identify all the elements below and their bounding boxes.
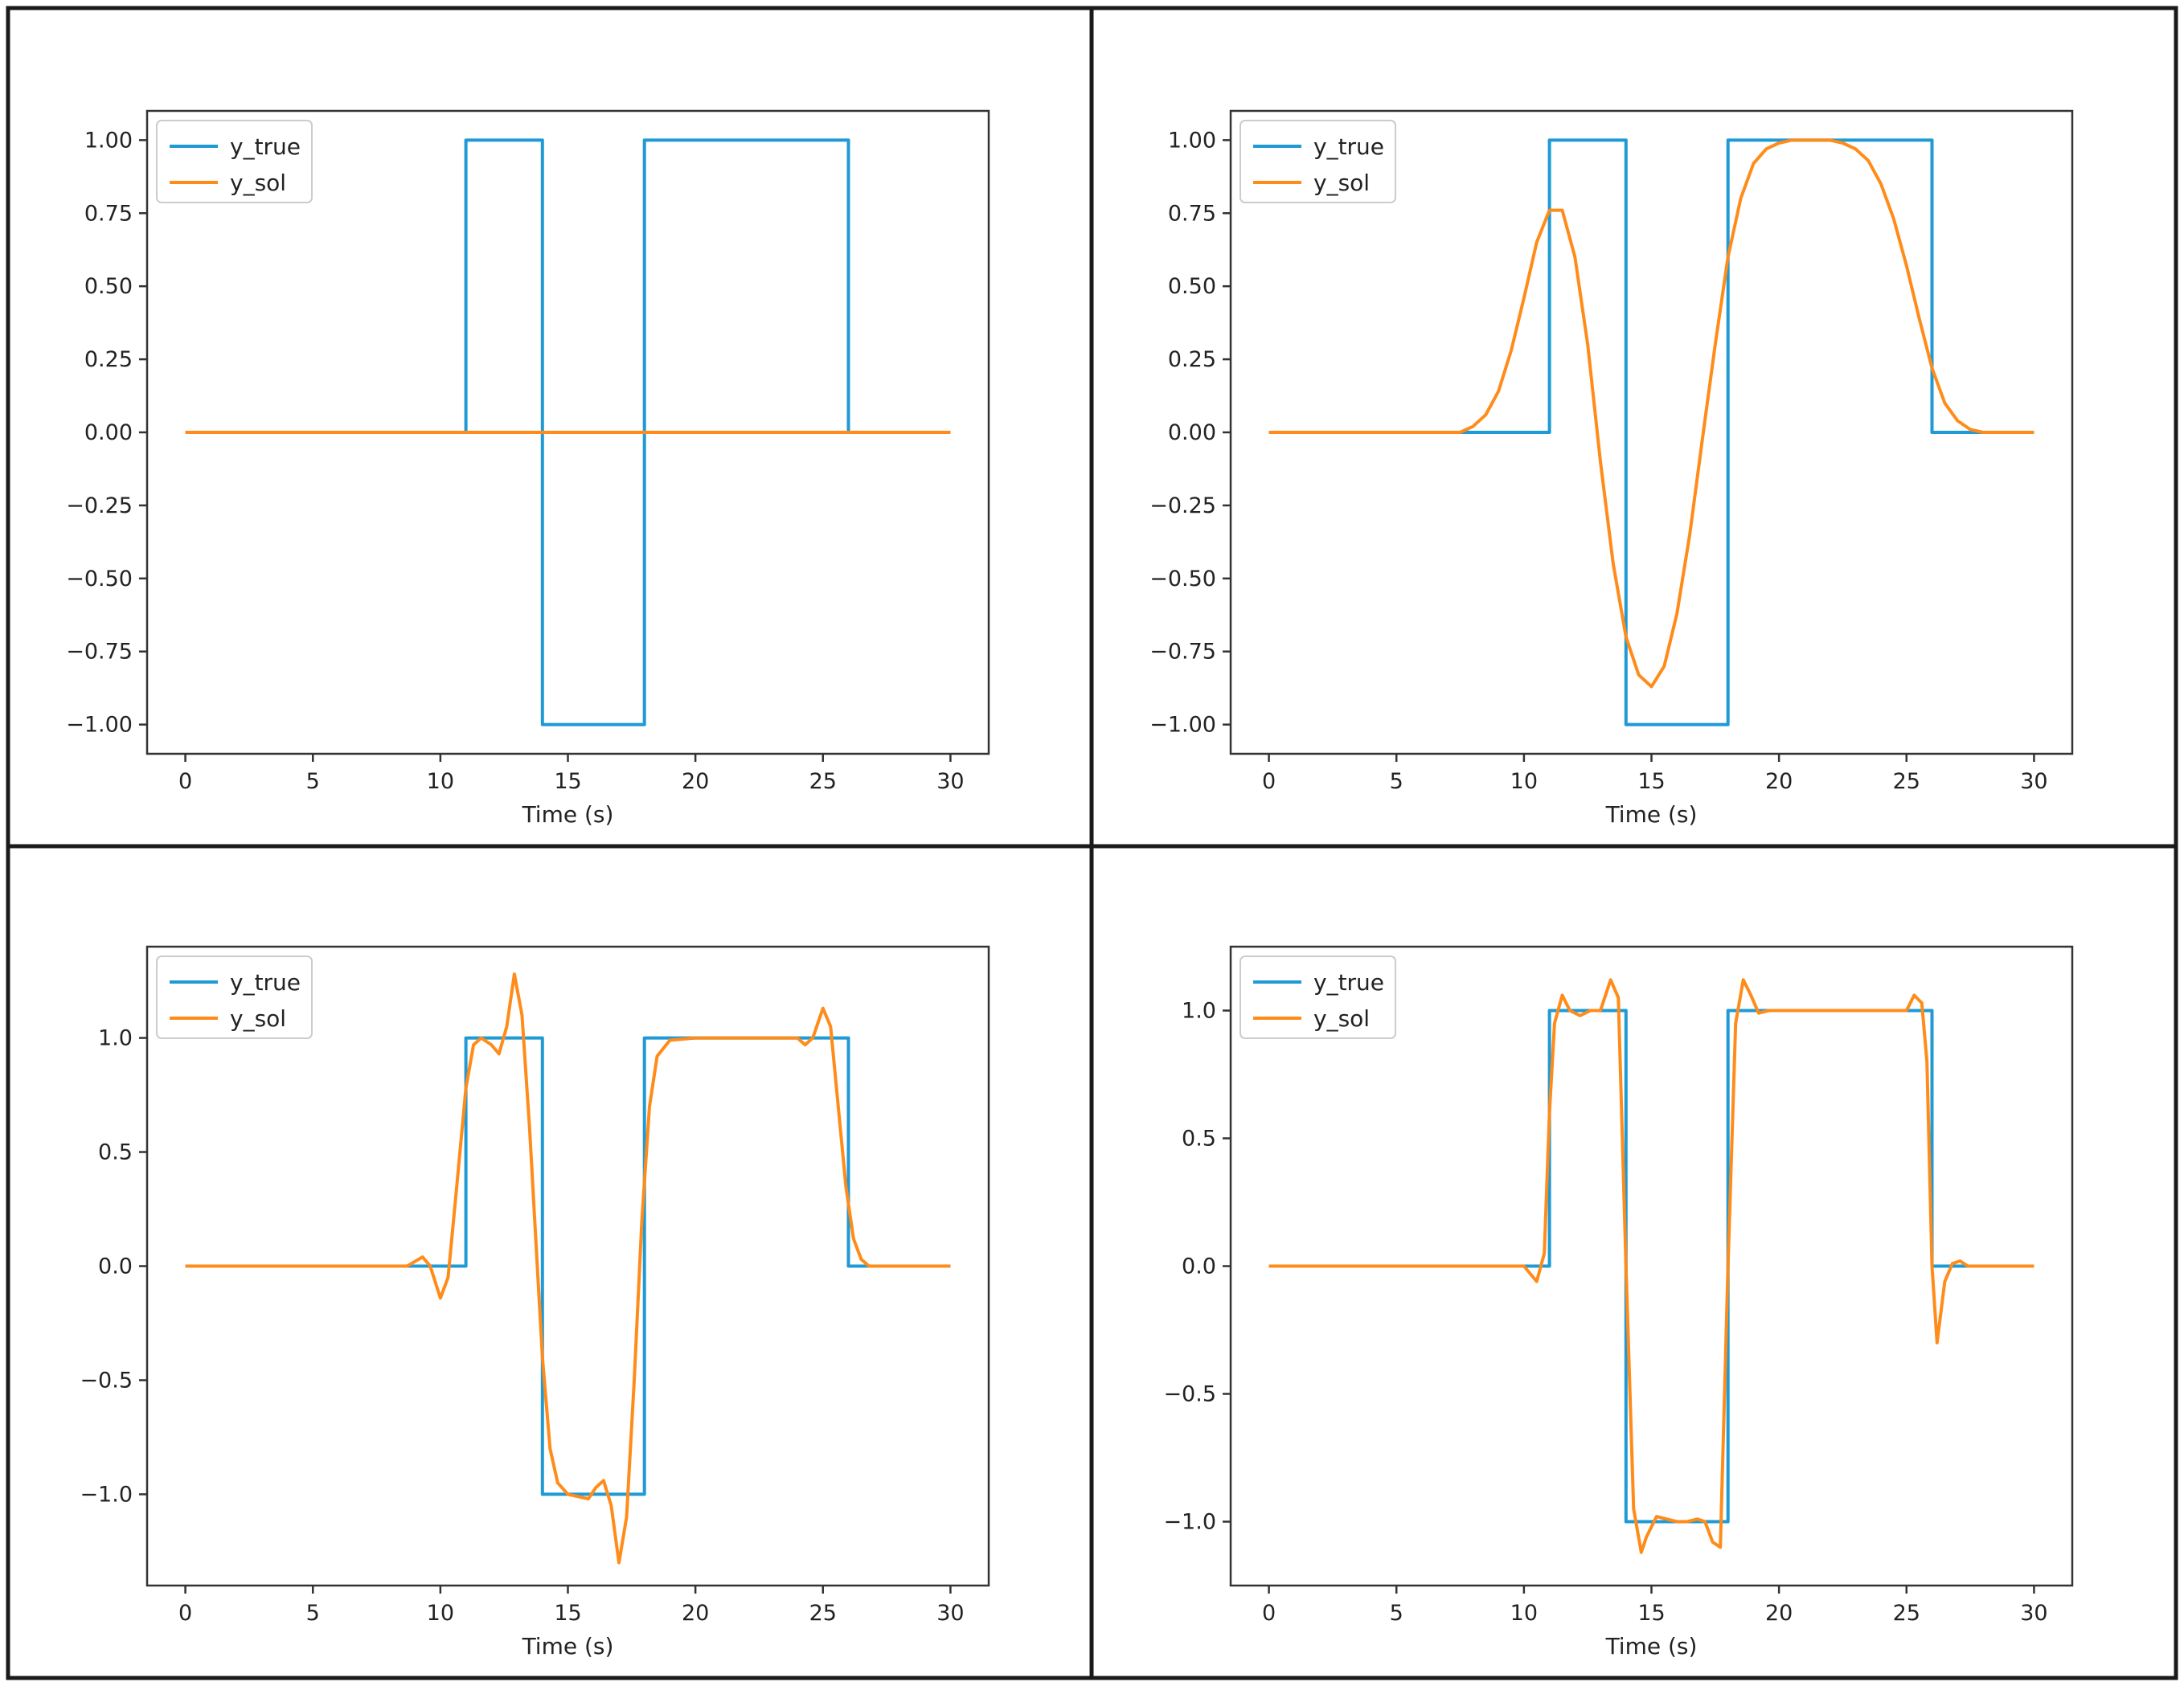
legend-label-y_sol: y_sol	[1313, 170, 1370, 196]
x-tick-label: 10	[1510, 769, 1538, 794]
legend: y_true y_sol	[1240, 120, 1396, 203]
legend-label-y_true: y_true	[1313, 133, 1384, 160]
x-tick-label: 25	[809, 769, 837, 794]
x-tick-label: 25	[809, 1601, 837, 1626]
y-tick-label: −1.0	[1163, 1510, 1216, 1535]
x-tick-label: 0	[178, 769, 192, 794]
y-tick-label: 0.5	[1182, 1127, 1216, 1152]
x-tick-label: 0	[1262, 769, 1276, 794]
x-axis-label: Time (s)	[1605, 801, 1698, 828]
x-tick-label: 15	[554, 1601, 581, 1626]
y-tick-label: 0.75	[84, 201, 133, 226]
x-tick-label: 5	[306, 769, 320, 794]
x-tick-label: 30	[936, 769, 964, 794]
y-tick-label: 0.75	[1168, 201, 1216, 226]
panel-frames	[6, 6, 2178, 1680]
x-tick-label: 10	[427, 1601, 454, 1626]
x-tick-label: 15	[554, 769, 581, 794]
x-axis-label: Time (s)	[1605, 1633, 1698, 1659]
y-tick-label: −1.00	[66, 713, 133, 738]
x-tick-label: 5	[306, 1601, 320, 1626]
series-line-y_sol	[1268, 978, 2034, 1554]
y-tick-label: −0.5	[1163, 1382, 1216, 1407]
y-tick-label: −0.5	[80, 1368, 133, 1393]
x-tick-label: 10	[1510, 1601, 1538, 1626]
legend-label-y_sol: y_sol	[1313, 1005, 1370, 1032]
y-tick-label: 1.00	[84, 128, 133, 153]
y-tick-label: −0.50	[1149, 567, 1216, 591]
panel-frame-bottom-right	[1089, 844, 2178, 1680]
chart-1: 0 5 10 15 20 25 30 −1.00 −0.75 −0.50 −0.25 0.00 0.25…	[66, 109, 990, 828]
legend: y_true y_sol	[156, 956, 313, 1039]
x-tick-label: 5	[1390, 1601, 1403, 1626]
y-tick-label: 0.25	[84, 347, 133, 372]
x-tick-label: 0	[178, 1601, 192, 1626]
series-line-y_true	[1268, 138, 2034, 726]
legend-label-y_true: y_true	[230, 969, 301, 996]
x-tick-label: 15	[1637, 769, 1665, 794]
x-tick-label: 30	[2020, 1601, 2047, 1626]
series-line-y_true	[185, 138, 951, 726]
x-axis-label: Time (s)	[522, 801, 614, 828]
legend-label-y_sol: y_sol	[230, 170, 286, 196]
y-tick-label: −0.25	[1149, 493, 1216, 518]
legend-label-y_sol: y_sol	[230, 1005, 286, 1032]
y-tick-label: 1.0	[98, 1026, 133, 1051]
legend-label-y_true: y_true	[230, 133, 301, 160]
y-tick-label: −0.75	[66, 640, 133, 665]
x-axis-label: Time (s)	[522, 1633, 614, 1659]
x-tick-label: 15	[1637, 1601, 1665, 1626]
y-tick-label: 0.50	[1168, 274, 1216, 299]
x-tick-label: 20	[1765, 1601, 1793, 1626]
series-line-y_true	[185, 1036, 951, 1496]
y-tick-label: 0.5	[98, 1140, 133, 1165]
x-tick-label: 0	[1262, 1601, 1276, 1626]
y-tick-label: −1.00	[1149, 713, 1216, 738]
x-tick-label: 20	[1765, 769, 1793, 794]
series-line-y_sol	[185, 972, 951, 1565]
y-tick-label: 0.50	[84, 274, 133, 299]
y-tick-label: 0.00	[84, 420, 133, 445]
chart-3: 0 5 10 15 20 25 30 −1.0 −0.5 0.0 0.5 1.0 Time (s) y_t…	[80, 945, 990, 1659]
chart-4: 0 5 10 15 20 25 30 −1.0 −0.5 0.0 0.5 1.0 Time (s) y_t…	[1163, 945, 2074, 1659]
x-tick-label: 25	[1893, 769, 1920, 794]
y-tick-label: −1.0	[80, 1482, 133, 1507]
x-tick-label: 30	[2020, 769, 2047, 794]
series-line-y_sol	[1268, 138, 2034, 689]
y-tick-label: 1.00	[1168, 128, 1216, 153]
x-tick-label: 20	[682, 1601, 709, 1626]
x-tick-label: 10	[427, 769, 454, 794]
legend: y_true y_sol	[1240, 956, 1396, 1039]
legend-label-y_true: y_true	[1313, 969, 1384, 996]
y-tick-label: −0.25	[66, 493, 133, 518]
charts: 0 5 10 15 20 25 30−1.00−0.75−0.50−0.250.000.25…	[66, 109, 2074, 1659]
x-tick-label: 20	[682, 769, 709, 794]
y-tick-label: 0.25	[1168, 347, 1216, 372]
y-tick-label: 1.0	[1182, 999, 1216, 1024]
x-tick-label: 30	[936, 1601, 964, 1626]
x-tick-label: 25	[1893, 1601, 1920, 1626]
y-tick-label: −0.50	[66, 567, 133, 591]
y-tick-label: 0.0	[98, 1254, 133, 1279]
y-tick-label: −0.75	[1149, 640, 1216, 665]
chart-2: 0 5 10 15 20 25 30 −1.00 −0.75 −0.50 −0.25 0.00 0.25…	[1149, 109, 2074, 828]
x-tick-label: 5	[1390, 769, 1403, 794]
legend: y_true y_sol	[156, 120, 313, 203]
y-tick-label: 0.0	[1182, 1254, 1216, 1279]
y-tick-label: 0.00	[1168, 420, 1216, 445]
